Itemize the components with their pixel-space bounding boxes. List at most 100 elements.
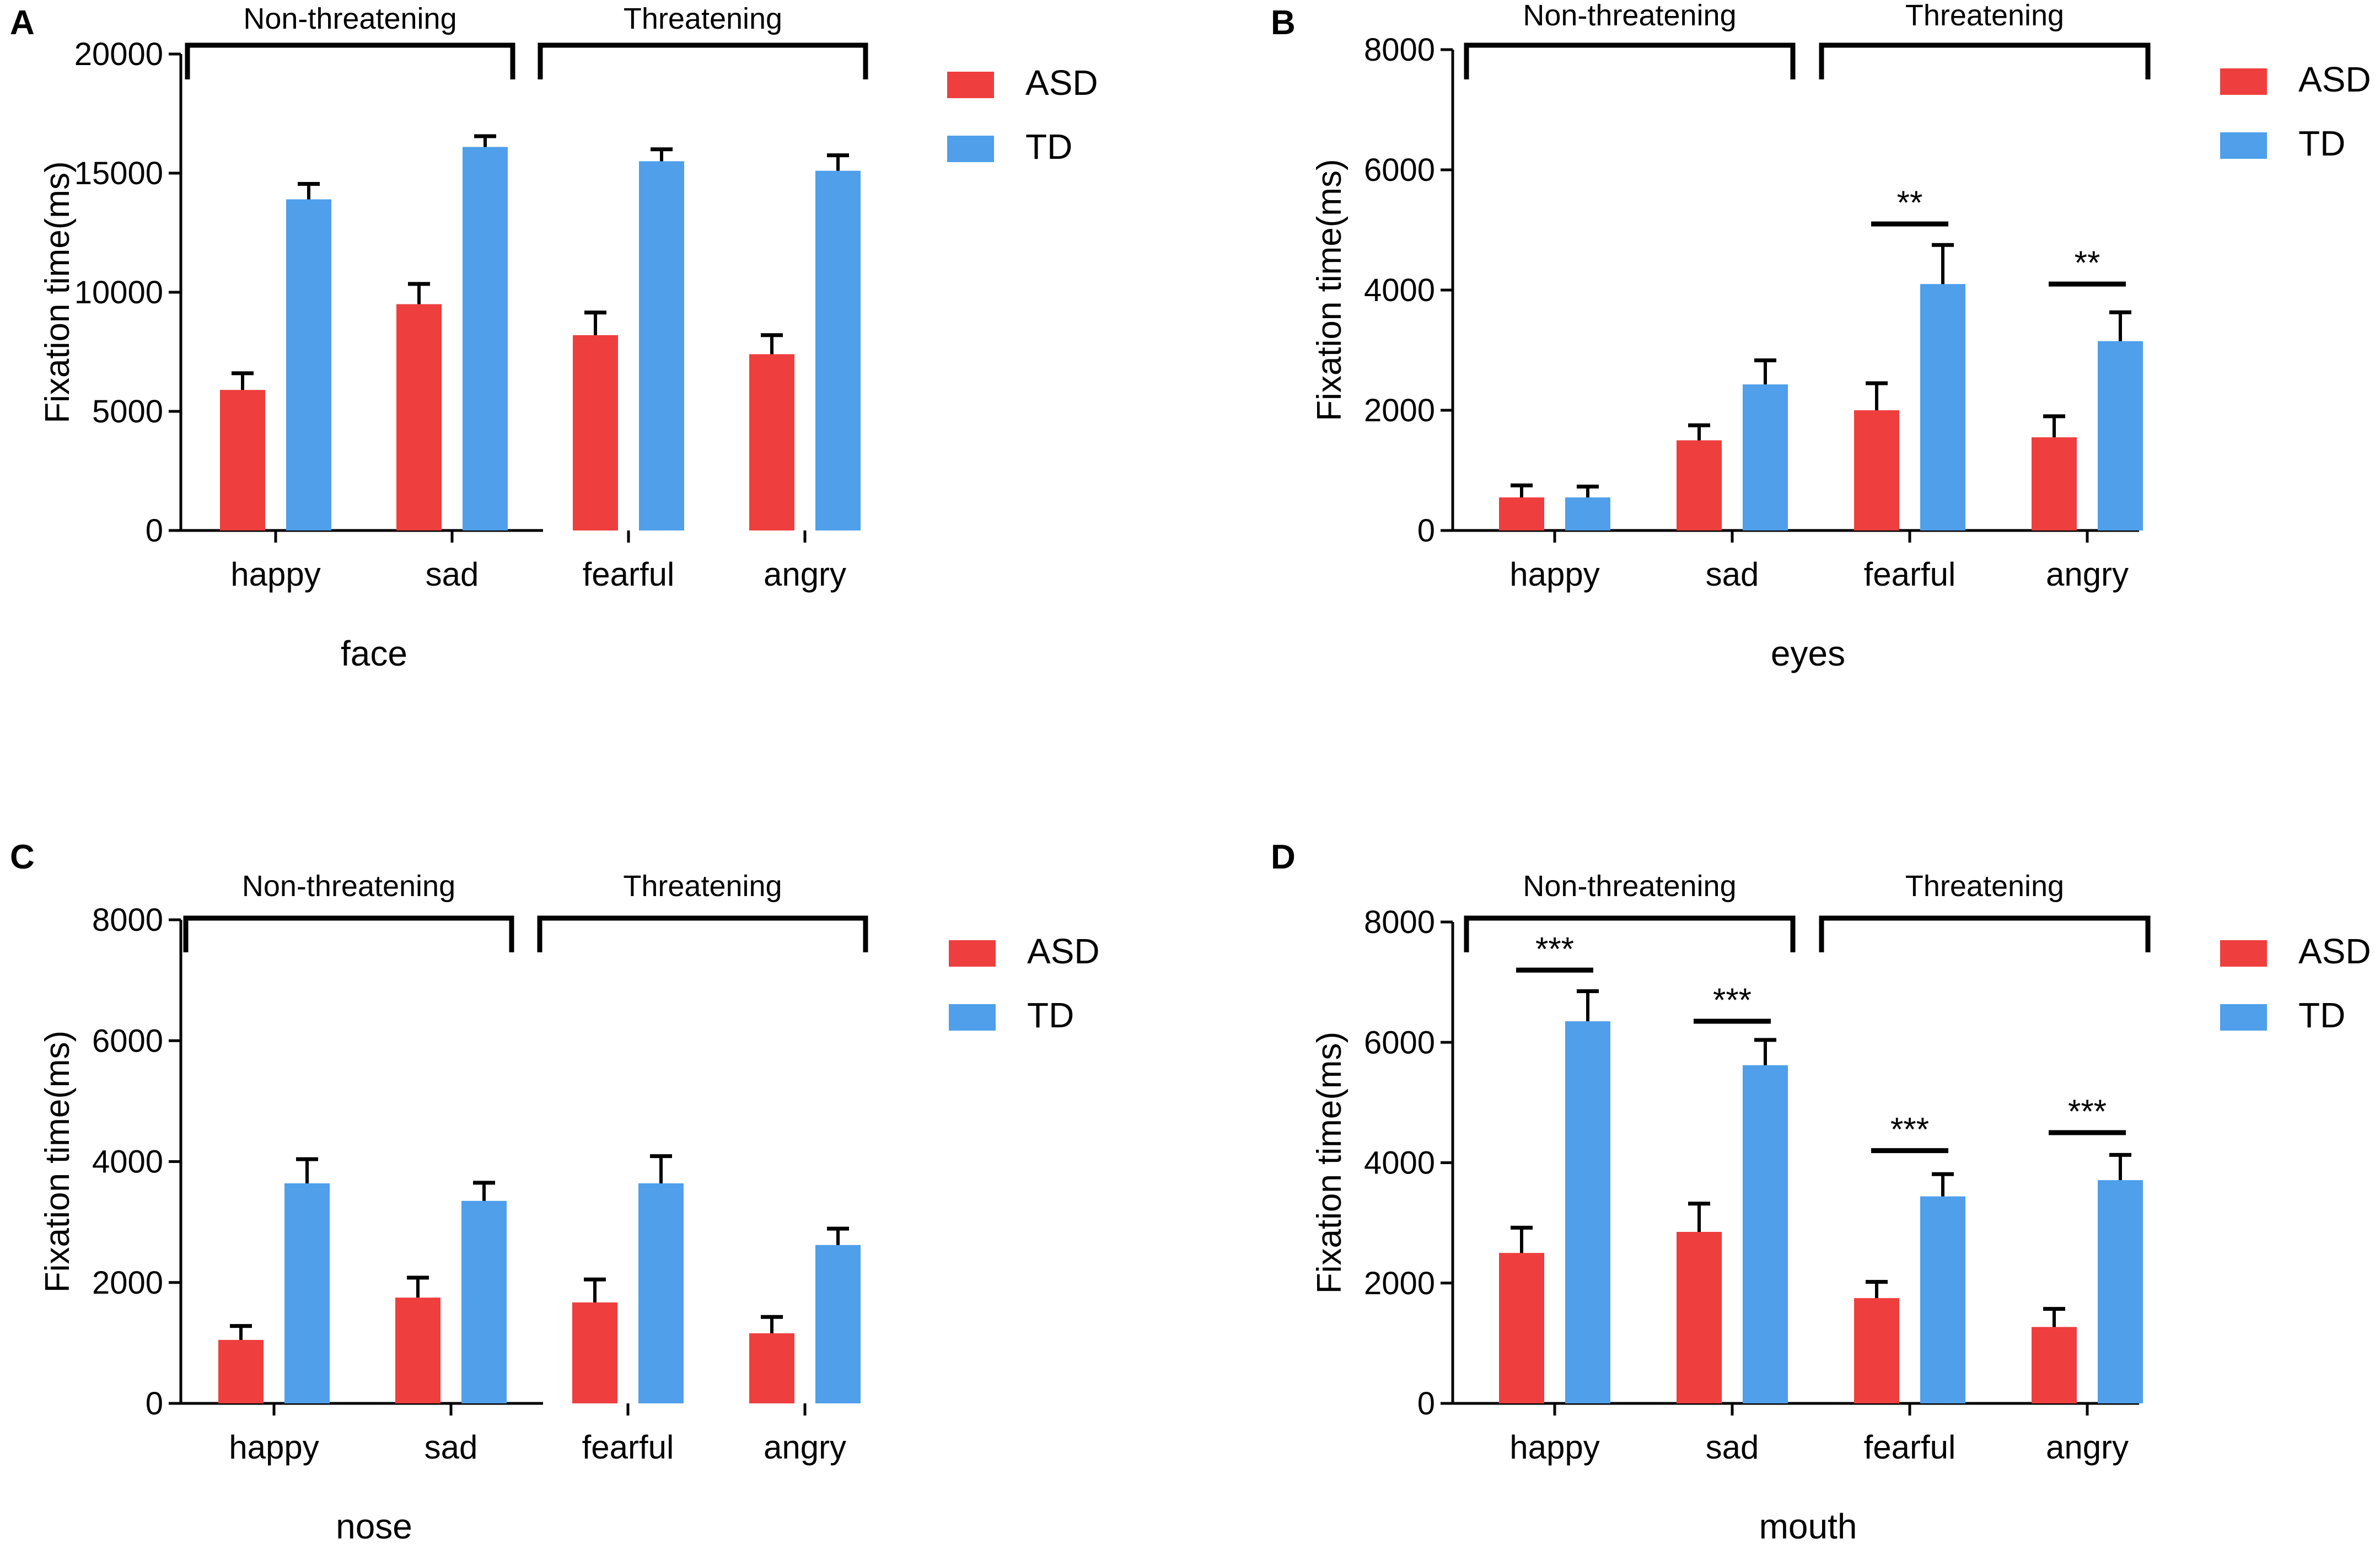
panel-d-group-bracket-threatening xyxy=(1819,915,2151,952)
panel-b-y-tick-label: 8000 xyxy=(1364,32,1435,68)
panel-d-bar-td-angry xyxy=(2098,1180,2143,1403)
panel-a-bar-td-angry xyxy=(815,170,861,530)
panel-d-bar-asd-happy xyxy=(1499,1253,1544,1403)
panel-b-significance-label: ** xyxy=(1897,184,1923,221)
panel-a-bar-td-sad xyxy=(463,147,508,531)
panel-c-bar-asd-fearful xyxy=(572,1302,617,1403)
panel-d-x-tick-label: happy xyxy=(1509,1429,1599,1466)
panel-b-x-tick-label: happy xyxy=(1509,556,1599,593)
panel-d-legend-swatch-asd xyxy=(2220,940,2267,967)
panel-d-significance-label: *** xyxy=(1890,1111,1929,1148)
panel-a-bar-td-fearful xyxy=(639,161,684,530)
panel-a-x-tick-label: sad xyxy=(426,556,479,593)
panel-c-legend-swatch-td xyxy=(949,1004,996,1031)
panel-a-legend-label-asd: ASD xyxy=(1025,63,1098,103)
panel-c-group-label: Threatening xyxy=(623,870,782,903)
panel-a-legend-label-td: TD xyxy=(1025,127,1072,167)
panel-a-bar-asd-angry xyxy=(749,354,794,530)
panel-b-x-tick-label: angry xyxy=(2046,556,2129,593)
panel-b-significance-label: ** xyxy=(2075,244,2100,281)
panel-d-group-bracket-non-threatening xyxy=(1464,915,1796,952)
panel-b-x-tick-label: fearful xyxy=(1864,556,1956,593)
panel-c-bar-td-angry xyxy=(815,1245,861,1403)
panel-d-legend-label-asd: ASD xyxy=(2298,931,2371,971)
panel-d-y-axis-title: Fixation time(ms) xyxy=(1310,1032,1349,1294)
panel-b-bar-td-sad xyxy=(1743,384,1788,530)
panel-b-group-label: Threatening xyxy=(1905,0,2064,32)
panel-c-y-tick-label: 2000 xyxy=(92,1265,163,1301)
panel-d-letter: D xyxy=(1271,838,1296,876)
panel-c-x-tick-label: happy xyxy=(229,1429,319,1466)
panel-b-bar-asd-fearful xyxy=(1854,410,1899,530)
panel-c-bar-asd-sad xyxy=(395,1298,440,1403)
panel-a-legend-swatch-asd xyxy=(947,72,994,98)
panel-c-y-tick-label: 0 xyxy=(146,1386,163,1422)
panel-d-bar-td-fearful xyxy=(1920,1196,1965,1403)
panel-d-group-label: Non-threatening xyxy=(1523,870,1736,903)
panel-d-bar-td-sad xyxy=(1743,1065,1788,1403)
panel-d-y-tick-label: 2000 xyxy=(1364,1266,1435,1301)
panel-a-x-tick-label: angry xyxy=(764,556,846,593)
panel-b-letter: B xyxy=(1271,4,1296,42)
panel-d-significance-label: *** xyxy=(1713,982,1752,1018)
panel-c-bar-asd-happy xyxy=(218,1339,264,1403)
panel-c-y-tick-label: 4000 xyxy=(92,1144,163,1180)
panel-b-bar-td-fearful xyxy=(1920,284,1965,530)
panel-a-y-tick-label: 10000 xyxy=(74,275,163,310)
panel-b-y-tick-label: 2000 xyxy=(1364,393,1435,428)
panel-d-bar-asd-angry xyxy=(2032,1327,2077,1403)
panel-b-y-axis-title: Fixation time(ms) xyxy=(1310,159,1349,421)
panel-c-x-axis-title: nose xyxy=(336,1507,412,1544)
panel-a-x-axis-title: face xyxy=(341,634,407,673)
panel-b-x-tick-label: sad xyxy=(1706,556,1759,593)
panel-b-x-axis-title: eyes xyxy=(1771,634,1845,673)
panel-d-x-tick-label: sad xyxy=(1706,1429,1759,1466)
panel-d-y-tick-label: 4000 xyxy=(1364,1145,1435,1181)
panel-a-group-bracket-non-threatening xyxy=(185,42,515,79)
panel-b-legend-label-asd: ASD xyxy=(2298,60,2371,99)
panel-c-x-tick-label: angry xyxy=(764,1429,846,1466)
panel-d-x-axis-title: mouth xyxy=(1759,1507,1857,1544)
panel-a-bar-asd-happy xyxy=(220,390,265,530)
panel-d-y-tick-label: 8000 xyxy=(1364,904,1435,940)
panel-d-bar-td-happy xyxy=(1565,1021,1610,1403)
panel-c-y-axis-title: Fixation time(ms) xyxy=(39,1031,77,1293)
panel-b-group-bracket-threatening xyxy=(1819,42,2151,79)
panel-b-group-bracket-non-threatening xyxy=(1464,42,1796,79)
panel-b-group-label: Non-threatening xyxy=(1523,0,1736,32)
panel-c-letter: C xyxy=(10,838,35,876)
panel-a-x-tick-label: fearful xyxy=(583,556,675,593)
panel-a-y-tick-label: 5000 xyxy=(92,394,163,430)
panel-b-legend-swatch-asd xyxy=(2220,68,2267,95)
panel-a-bar-asd-sad xyxy=(396,304,442,530)
panel-a-legend-swatch-td xyxy=(947,136,994,162)
panel-d-legend-label-td: TD xyxy=(2298,995,2345,1035)
panel-c-group-label: Non-threatening xyxy=(242,870,455,903)
panel-b-legend-swatch-td xyxy=(2220,132,2267,159)
panel-c-bar-td-fearful xyxy=(638,1183,684,1403)
panel-c-y-tick-label: 6000 xyxy=(92,1023,163,1059)
panel-d-bar-asd-fearful xyxy=(1854,1298,1899,1403)
panel-a-y-axis-title: Fixation time(ms) xyxy=(39,161,77,423)
panel-b-bar-td-angry xyxy=(2098,341,2143,530)
panel-c-legend-swatch-asd xyxy=(949,940,996,967)
panel-d-y-tick-label: 6000 xyxy=(1364,1025,1435,1060)
panel-a-group-label: Threatening xyxy=(624,2,782,35)
panel-d-significance-label: *** xyxy=(2068,1093,2107,1130)
panel-c-legend-label-td: TD xyxy=(1027,995,1074,1035)
panel-b-y-tick-label: 0 xyxy=(1417,513,1435,549)
panel-c-y-tick-label: 8000 xyxy=(92,902,163,938)
panel-c-bar-td-sad xyxy=(461,1200,507,1403)
panel-d-y-tick-label: 0 xyxy=(1417,1386,1435,1422)
panel-d-significance-label: *** xyxy=(1535,930,1574,967)
panel-a-y-tick-label: 20000 xyxy=(74,36,163,72)
panel-c-x-tick-label: fearful xyxy=(582,1429,674,1466)
panel-d-x-tick-label: angry xyxy=(2046,1429,2129,1466)
panel-d-legend-swatch-td xyxy=(2220,1004,2267,1031)
panel-d-group-label: Threatening xyxy=(1905,870,2064,903)
panel-a-letter: A xyxy=(10,4,35,42)
panel-c-bar-td-happy xyxy=(284,1183,330,1403)
panel-b-legend-label-td: TD xyxy=(2298,124,2345,163)
panel-b-y-tick-label: 6000 xyxy=(1364,152,1435,188)
